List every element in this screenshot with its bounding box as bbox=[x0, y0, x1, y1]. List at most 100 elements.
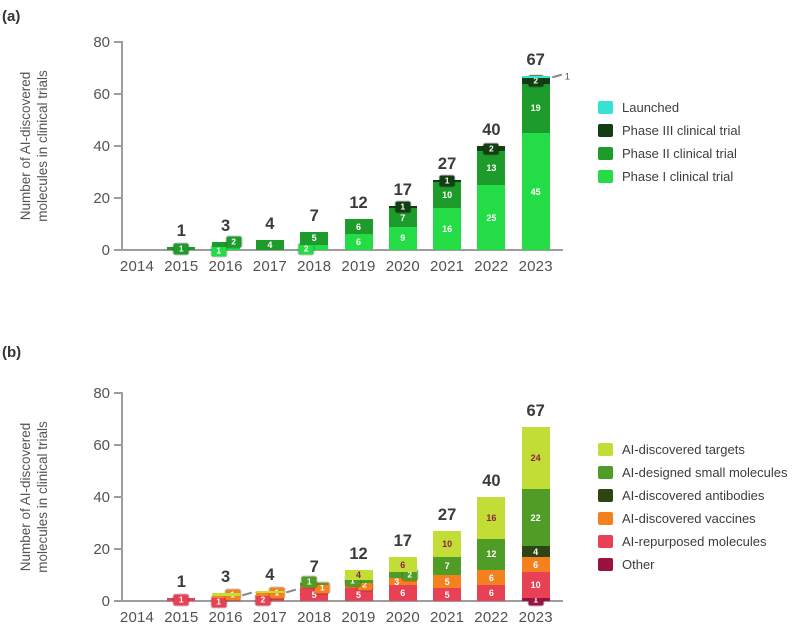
bar-segment-value: 5 bbox=[311, 589, 317, 600]
bar-segment-value: 6 bbox=[488, 588, 494, 599]
y-tick-label: 0 bbox=[101, 242, 110, 259]
bar-total-label: 67 bbox=[526, 401, 545, 420]
legend-molecule-types: AI-discovered targets AI-designed small m… bbox=[598, 442, 787, 580]
panel-b: (b) Number of AI-discovered molecules in… bbox=[0, 330, 799, 629]
bar-segment bbox=[211, 242, 240, 248]
y-axis-line bbox=[121, 392, 123, 602]
x-tick-label: 2022 bbox=[474, 609, 509, 626]
bar-total-label: 1 bbox=[176, 222, 186, 241]
legend-item: Launched bbox=[598, 100, 741, 115]
y-tick-mark bbox=[114, 145, 121, 147]
bar-segment-value: 9 bbox=[400, 233, 406, 244]
y-axis-title-line2: molecules in clinical trials bbox=[35, 421, 50, 573]
x-tick-label: 2020 bbox=[385, 609, 420, 626]
bar-segment bbox=[433, 556, 462, 575]
bar-segment-value-box: 2 bbox=[357, 579, 372, 591]
y-tick-mark bbox=[114, 600, 121, 602]
bar-total-label: 17 bbox=[393, 531, 412, 550]
bar-segment-value-box: 1 bbox=[211, 596, 227, 608]
bar-segment bbox=[477, 497, 506, 539]
bar-segment-value: 5 bbox=[444, 589, 450, 600]
bar-segment-value: 7 bbox=[400, 212, 406, 223]
bar-segment-value: 19 bbox=[530, 103, 541, 114]
bar-segment bbox=[477, 538, 506, 570]
bar-segment-value: 6 bbox=[400, 588, 406, 599]
bar-segment-value: 6 bbox=[488, 572, 494, 583]
x-tick-label: 2019 bbox=[341, 609, 376, 626]
bar-segment-value-box: 1 bbox=[395, 201, 411, 213]
bar-segment-value: 13 bbox=[486, 163, 497, 174]
legend-label: AI-designed small molecules bbox=[622, 464, 788, 480]
bar-segment-value-box: 1 bbox=[528, 594, 544, 606]
bar-total-label: 40 bbox=[482, 472, 501, 490]
bar-segment-value: 6 bbox=[533, 559, 539, 570]
y-tick-mark bbox=[114, 392, 121, 394]
bar-segment bbox=[521, 426, 550, 490]
x-tick-label: 2017 bbox=[252, 258, 287, 275]
legend-swatch bbox=[598, 557, 613, 571]
y-tick-mark bbox=[114, 548, 121, 550]
bar-segment bbox=[300, 244, 329, 250]
y-axis-title-line1: Number of AI-discovered bbox=[18, 71, 33, 221]
legend-item: Phase I clinical trial bbox=[598, 169, 741, 184]
legend-item: AI-designed small molecules bbox=[598, 464, 788, 480]
legend-swatch bbox=[598, 100, 613, 114]
legend-swatch bbox=[598, 488, 613, 502]
x-tick-label: 2015 bbox=[164, 258, 199, 275]
legend-item: AI-discovered vaccines bbox=[598, 510, 787, 526]
bar-segment-value: 12 bbox=[486, 549, 497, 560]
legend-item: AI-discovered antibodies bbox=[598, 488, 787, 503]
legend-swatch bbox=[598, 534, 613, 548]
bar-segment bbox=[521, 83, 550, 133]
bar-segment bbox=[521, 489, 550, 547]
bar-total-label: 4 bbox=[265, 565, 275, 584]
callout-line bbox=[241, 591, 252, 596]
legend-label: AI-discovered targets bbox=[622, 441, 745, 457]
y-tick-label: 80 bbox=[93, 34, 110, 51]
bar-segment-value: 5 bbox=[311, 233, 317, 244]
bar-segment-value-box: 1 bbox=[173, 243, 189, 255]
bar-total-label: 1 bbox=[176, 573, 186, 592]
bar-segment-value: 4 bbox=[355, 570, 362, 580]
bar-segment bbox=[255, 590, 284, 594]
y-tick-label: 80 bbox=[93, 385, 110, 402]
bar-segment-value-box: 1 bbox=[301, 576, 317, 588]
x-axis-line bbox=[121, 600, 563, 602]
bar-total-label: 4 bbox=[265, 214, 275, 233]
bar-segment bbox=[477, 569, 506, 586]
x-tick-label: 2018 bbox=[297, 609, 332, 626]
y-tick-label: 40 bbox=[93, 138, 110, 155]
x-tick-label: 2016 bbox=[208, 609, 243, 626]
bar-segment bbox=[521, 546, 550, 557]
bar-segment-value: 25 bbox=[486, 212, 497, 223]
y-axis-title-line1: Number of AI-discovered bbox=[18, 422, 33, 572]
legend-label: Phase III clinical trial bbox=[622, 122, 741, 138]
legend-swatch bbox=[598, 123, 613, 137]
bar-segment-value: 10 bbox=[442, 190, 453, 201]
legend-swatch bbox=[598, 146, 613, 160]
bar-segment bbox=[344, 588, 373, 601]
y-tick-mark bbox=[114, 93, 121, 95]
legend-swatch bbox=[598, 169, 613, 183]
legend-swatch bbox=[598, 511, 613, 525]
x-tick-label: 2023 bbox=[518, 609, 553, 626]
bar-segment-value-box: 2 bbox=[255, 594, 271, 606]
bar-total-label: 67 bbox=[526, 50, 545, 69]
bar-total-label: 12 bbox=[349, 193, 368, 212]
bar-segment-value-box: 2 bbox=[528, 75, 544, 87]
bar-segment-value-box: 2 bbox=[226, 236, 242, 248]
y-tick-mark bbox=[114, 444, 121, 446]
bar-segment-value-box: 2 bbox=[298, 243, 314, 255]
x-tick-label: 2023 bbox=[518, 258, 553, 275]
y-tick-mark bbox=[114, 496, 121, 498]
panel-a: (a) Number of AI-discovered molecules in… bbox=[2, 8, 741, 275]
bar-segment-value: 6 bbox=[400, 559, 406, 570]
bar-segment-value: 10 bbox=[442, 538, 453, 549]
bar-segment bbox=[521, 133, 550, 250]
legend-label: Phase II clinical trial bbox=[622, 145, 737, 161]
bar-segment bbox=[521, 572, 550, 599]
legend-label: AI-discovered vaccines bbox=[622, 510, 756, 526]
x-axis-line bbox=[121, 249, 563, 251]
callout-value: 1 bbox=[564, 71, 570, 83]
